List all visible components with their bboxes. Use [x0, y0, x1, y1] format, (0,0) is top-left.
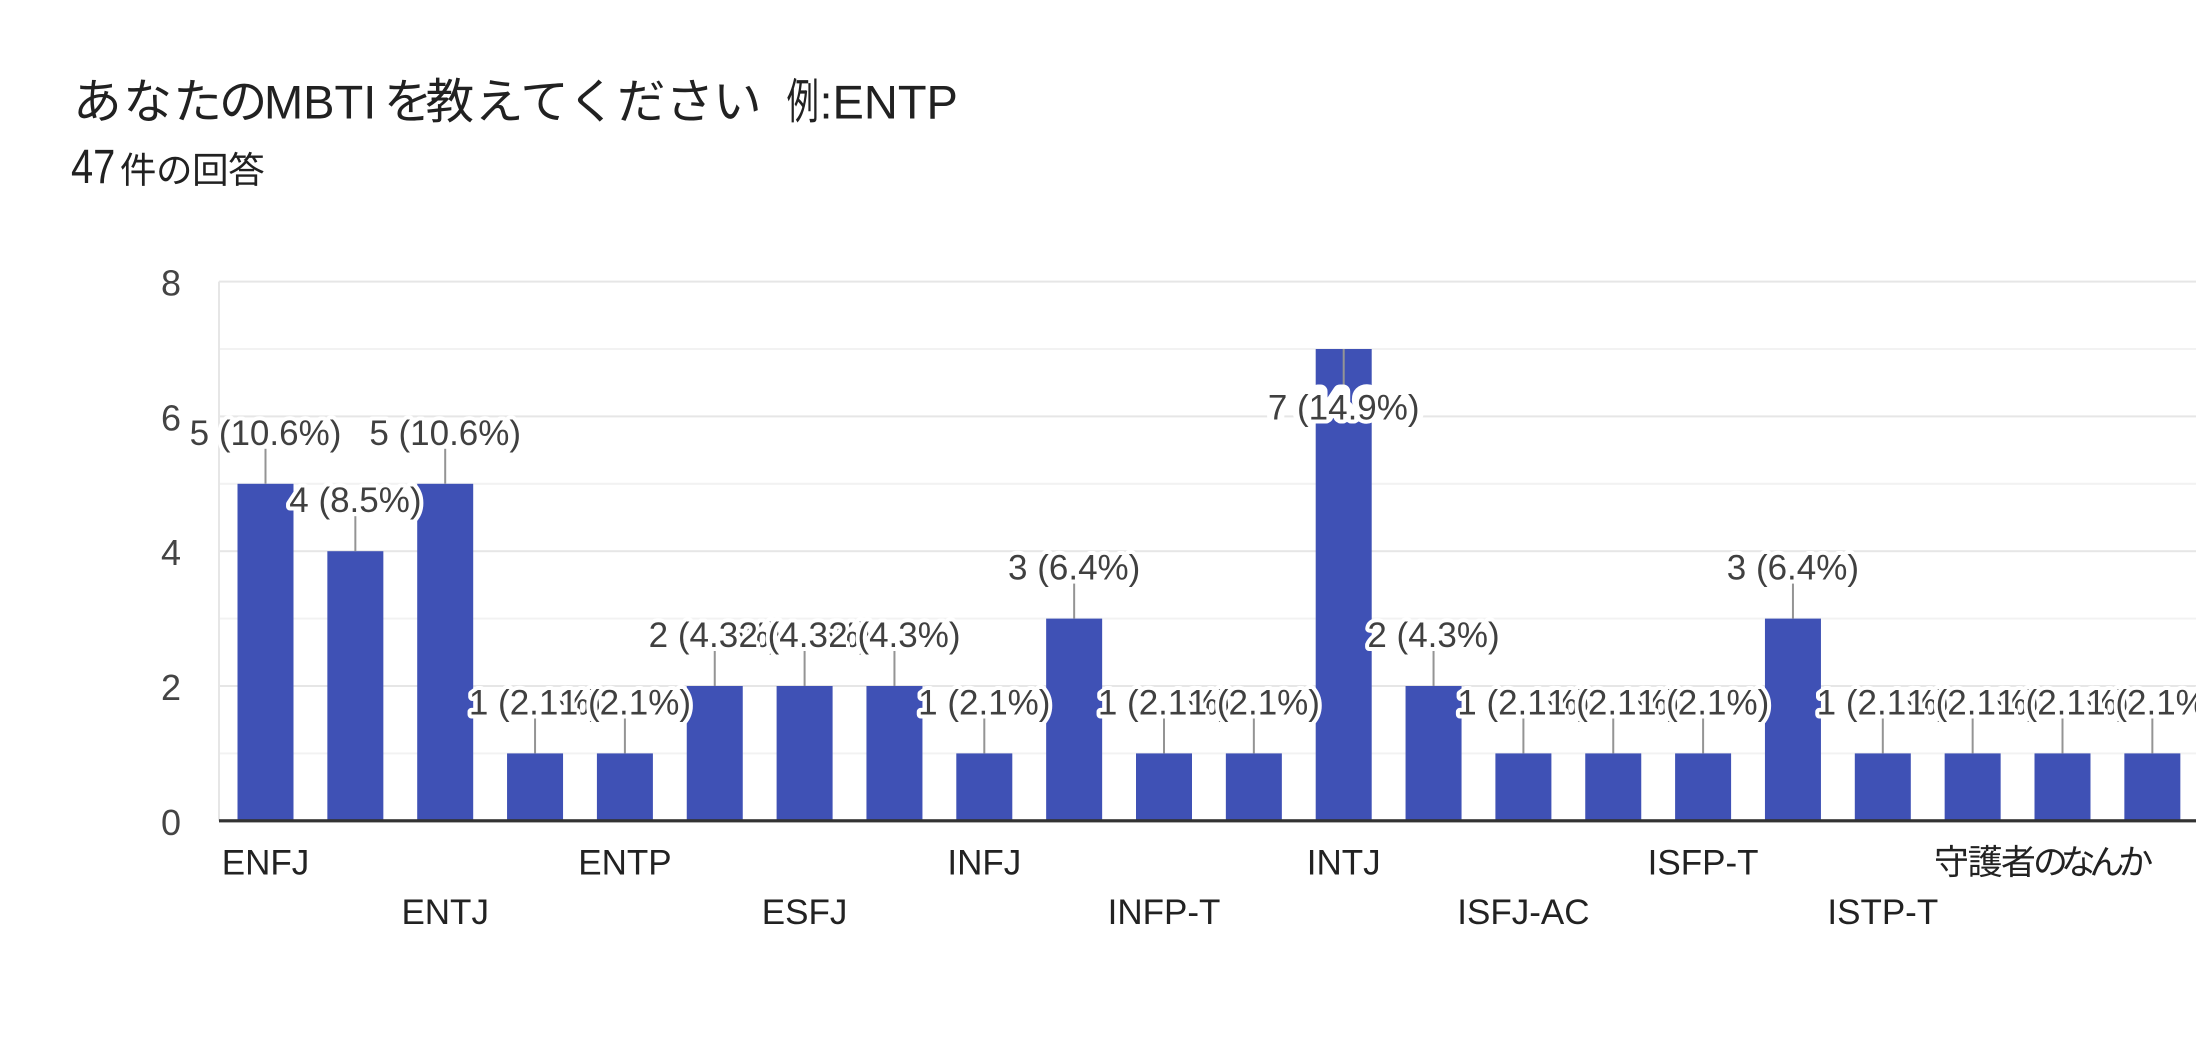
svg-text:3 (6.4%): 3 (6.4%) [1727, 549, 1859, 588]
svg-text:1 (2.1%): 1 (2.1%) [559, 683, 691, 722]
svg-text:ISFP-T: ISFP-T [1648, 843, 1759, 882]
svg-text:ISFJ-AC: ISFJ-AC [1457, 893, 1589, 932]
svg-text:ISTP-T: ISTP-T [1827, 893, 1938, 932]
svg-text:INFJ: INFJ [947, 843, 1021, 882]
svg-text:2 (4.3%): 2 (4.3%) [828, 616, 960, 655]
svg-text:MBTI: MBTI [264, 76, 376, 129]
svg-text:INFP-T: INFP-T [1108, 893, 1221, 932]
svg-text:5 (10.6%): 5 (10.6%) [369, 414, 521, 453]
svg-text:5 (10.6%): 5 (10.6%) [190, 414, 342, 453]
svg-text:3 (6.4%): 3 (6.4%) [1008, 549, 1140, 588]
svg-text:1 (2.1%): 1 (2.1%) [1098, 683, 1230, 722]
svg-text:2 (4.3%): 2 (4.3%) [738, 616, 870, 655]
svg-text:1 (2.1%): 1 (2.1%) [1996, 683, 2128, 722]
svg-text:INTJ: INTJ [1307, 843, 1381, 882]
svg-text:8: 8 [161, 263, 181, 304]
svg-text:6: 6 [161, 397, 181, 438]
svg-text:2 (4.3%): 2 (4.3%) [1367, 616, 1499, 655]
svg-text:1 (2.1%): 1 (2.1%) [1188, 683, 1320, 722]
svg-text:ENTJ: ENTJ [401, 893, 489, 932]
svg-text:1 (2.1%): 1 (2.1%) [469, 683, 601, 722]
svg-text:4 (8.5%): 4 (8.5%) [289, 481, 421, 520]
svg-text:7 (14.9%): 7 (14.9%) [1268, 388, 1420, 427]
svg-text:ENFJ: ENFJ [222, 843, 310, 882]
svg-text::ENTP: :ENTP [820, 76, 958, 129]
svg-text:ENTP: ENTP [578, 843, 671, 882]
svg-text:1 (2.1%): 1 (2.1%) [918, 683, 1050, 722]
svg-text:4: 4 [161, 532, 181, 573]
svg-text:1 (2.1%): 1 (2.1%) [1817, 683, 1949, 722]
svg-text:2: 2 [161, 667, 181, 708]
svg-text:0: 0 [161, 802, 181, 843]
svg-text:1 (2.1%): 1 (2.1%) [2086, 683, 2196, 722]
svg-text:1 (2.1%): 1 (2.1%) [1547, 683, 1679, 722]
svg-text:1 (2.1%): 1 (2.1%) [1637, 683, 1769, 722]
svg-text:47: 47 [71, 141, 115, 194]
svg-text:2 (4.3%): 2 (4.3%) [649, 616, 781, 655]
svg-text:1 (2.1%): 1 (2.1%) [1906, 683, 2038, 722]
svg-text:7 (14.9%): 7 (14.9%) [1268, 385, 1420, 424]
svg-text:ESFJ: ESFJ [762, 893, 848, 932]
svg-text:1 (2.1%): 1 (2.1%) [1457, 683, 1589, 722]
